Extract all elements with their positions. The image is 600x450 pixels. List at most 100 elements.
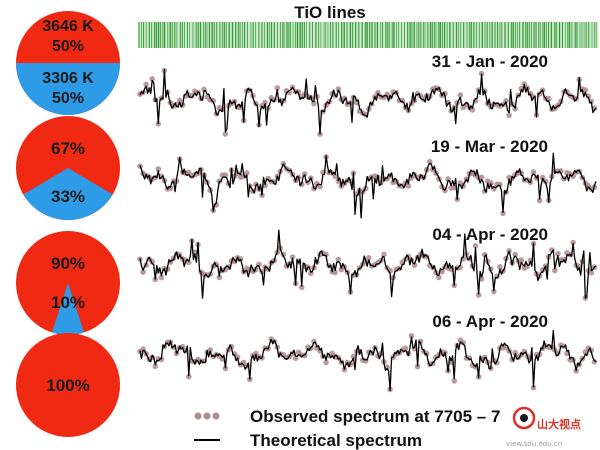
observed-point <box>591 359 598 365</box>
observed-point <box>332 173 339 180</box>
observed-point <box>478 70 485 77</box>
observed-point <box>329 350 336 357</box>
theoretical-line <box>139 329 597 391</box>
observed-point <box>582 87 589 93</box>
pie-label-hot-percent: 67% <box>51 139 85 158</box>
legend-theoretical: Theoretical spectrum <box>194 431 422 450</box>
observed-point <box>469 107 476 113</box>
observed-point <box>186 259 192 266</box>
legend-observed: Observed spectrum at 7705 – 7 <box>194 407 500 426</box>
observed-point <box>262 99 268 106</box>
observed-point <box>512 349 518 356</box>
observed-point <box>512 251 518 258</box>
chart-title: TiO lines <box>294 3 366 22</box>
observed-point <box>289 254 296 260</box>
legend-observed-dot <box>212 412 220 420</box>
pie-label-hot-percent: 50% <box>52 38 84 55</box>
observed-point <box>274 85 281 91</box>
observed-point <box>332 269 339 276</box>
panel-date-label: 06 - Apr - 2020 <box>432 312 548 331</box>
observed-point <box>301 171 308 177</box>
observed-point <box>262 182 268 189</box>
observed-point <box>405 183 412 189</box>
watermark-subtext: view.sdu.edu.cn <box>506 440 562 448</box>
panel-date-label: 04 - Apr - 2020 <box>432 225 548 244</box>
pie-charts: 3646 K 50% 3306 K 50% 67% 33% 90% 10% 100% <box>16 11 120 437</box>
observed-point <box>408 333 415 339</box>
theoretical-line <box>139 152 597 219</box>
pie-label-cool-temp: 3306 K <box>42 70 94 87</box>
observed-point <box>381 251 387 258</box>
legend-observed-dot <box>194 412 202 420</box>
pie-label-cool-percent: 33% <box>51 187 85 206</box>
observed-point <box>158 274 165 281</box>
pie-slice-cool <box>16 63 120 115</box>
observed-point <box>335 256 342 263</box>
observed-point <box>570 239 576 246</box>
observed-point <box>366 254 372 261</box>
observed-point <box>570 173 576 180</box>
observed-point <box>244 170 250 176</box>
observed-point <box>530 169 537 175</box>
theoretical-line <box>139 69 597 135</box>
theoretical-line <box>139 229 597 299</box>
observed-point <box>536 197 543 204</box>
observed-point <box>460 339 467 346</box>
pie-slice-cool <box>51 283 85 335</box>
pie-chart-2: 67% 33% <box>16 116 120 221</box>
observed-point <box>585 93 592 99</box>
pie-label-cool-percent: 50% <box>52 90 84 107</box>
observed-point <box>518 257 525 263</box>
observed-point <box>158 356 165 363</box>
legend: Observed spectrum at 7705 – 7 Theoretica… <box>194 407 500 450</box>
spectrum-panel-2: 19 - Mar - 2020 <box>137 137 598 219</box>
observed-point <box>317 183 323 190</box>
observed-point <box>475 292 482 298</box>
observed-point <box>576 263 582 270</box>
pie-chart-3: 90% 10% <box>16 231 120 335</box>
observed-point <box>149 76 155 82</box>
observed-point <box>186 373 192 380</box>
panel-date-label: 31 - Jan - 2020 <box>432 52 548 71</box>
observed-point <box>207 347 213 353</box>
observed-point <box>491 288 497 295</box>
observed-point <box>451 378 458 384</box>
pie-slice-cool <box>23 168 113 221</box>
observed-point <box>588 270 595 276</box>
pie-chart-1: 3646 K 50% 3306 K 50% <box>16 11 120 115</box>
observed-point <box>545 95 552 102</box>
observed-point <box>222 131 229 137</box>
observed-point <box>427 158 433 165</box>
observed-point <box>350 353 357 360</box>
observed-point <box>216 274 223 281</box>
observed-point <box>555 250 561 257</box>
observed-point <box>552 267 558 274</box>
observed-point <box>500 210 506 217</box>
observed-point <box>335 86 342 92</box>
observed-point <box>143 81 149 88</box>
legend-theoretical-label: Theoretical spectrum <box>250 431 422 450</box>
observed-point <box>298 284 305 291</box>
pie-label-cool-percent: 10% <box>51 293 85 312</box>
watermark-text: 山大视点 <box>537 417 581 431</box>
observed-point <box>152 363 159 370</box>
observed-point <box>503 98 509 104</box>
tio-lines-bar <box>138 22 598 48</box>
observed-point <box>155 166 162 172</box>
pie-label-hot-percent: 90% <box>51 254 85 273</box>
observed-point <box>472 243 479 249</box>
legend-observed-dot <box>203 412 211 420</box>
observed-point <box>506 112 512 118</box>
panel-date-label: 19 - Mar - 2020 <box>431 137 548 156</box>
observed-point <box>488 180 494 186</box>
watermark-logo-center <box>520 414 528 422</box>
legend-observed-label: Observed spectrum at 7705 – 7 <box>250 407 500 426</box>
pie-label-hot-percent: 100% <box>46 376 89 395</box>
observed-point <box>512 106 518 112</box>
observed-point <box>497 264 503 270</box>
spectrum-panel-3: 04 - Apr - 2020 <box>137 225 598 301</box>
pie-slice-hot <box>16 333 120 437</box>
pie-label-hot-temp: 3646 K <box>42 18 94 35</box>
observed-point <box>457 92 464 98</box>
